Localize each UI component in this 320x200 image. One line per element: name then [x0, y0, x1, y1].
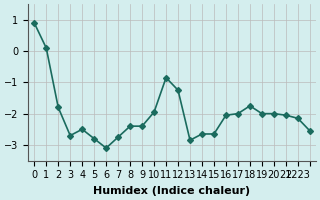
X-axis label: Humidex (Indice chaleur): Humidex (Indice chaleur) [93, 186, 251, 196]
